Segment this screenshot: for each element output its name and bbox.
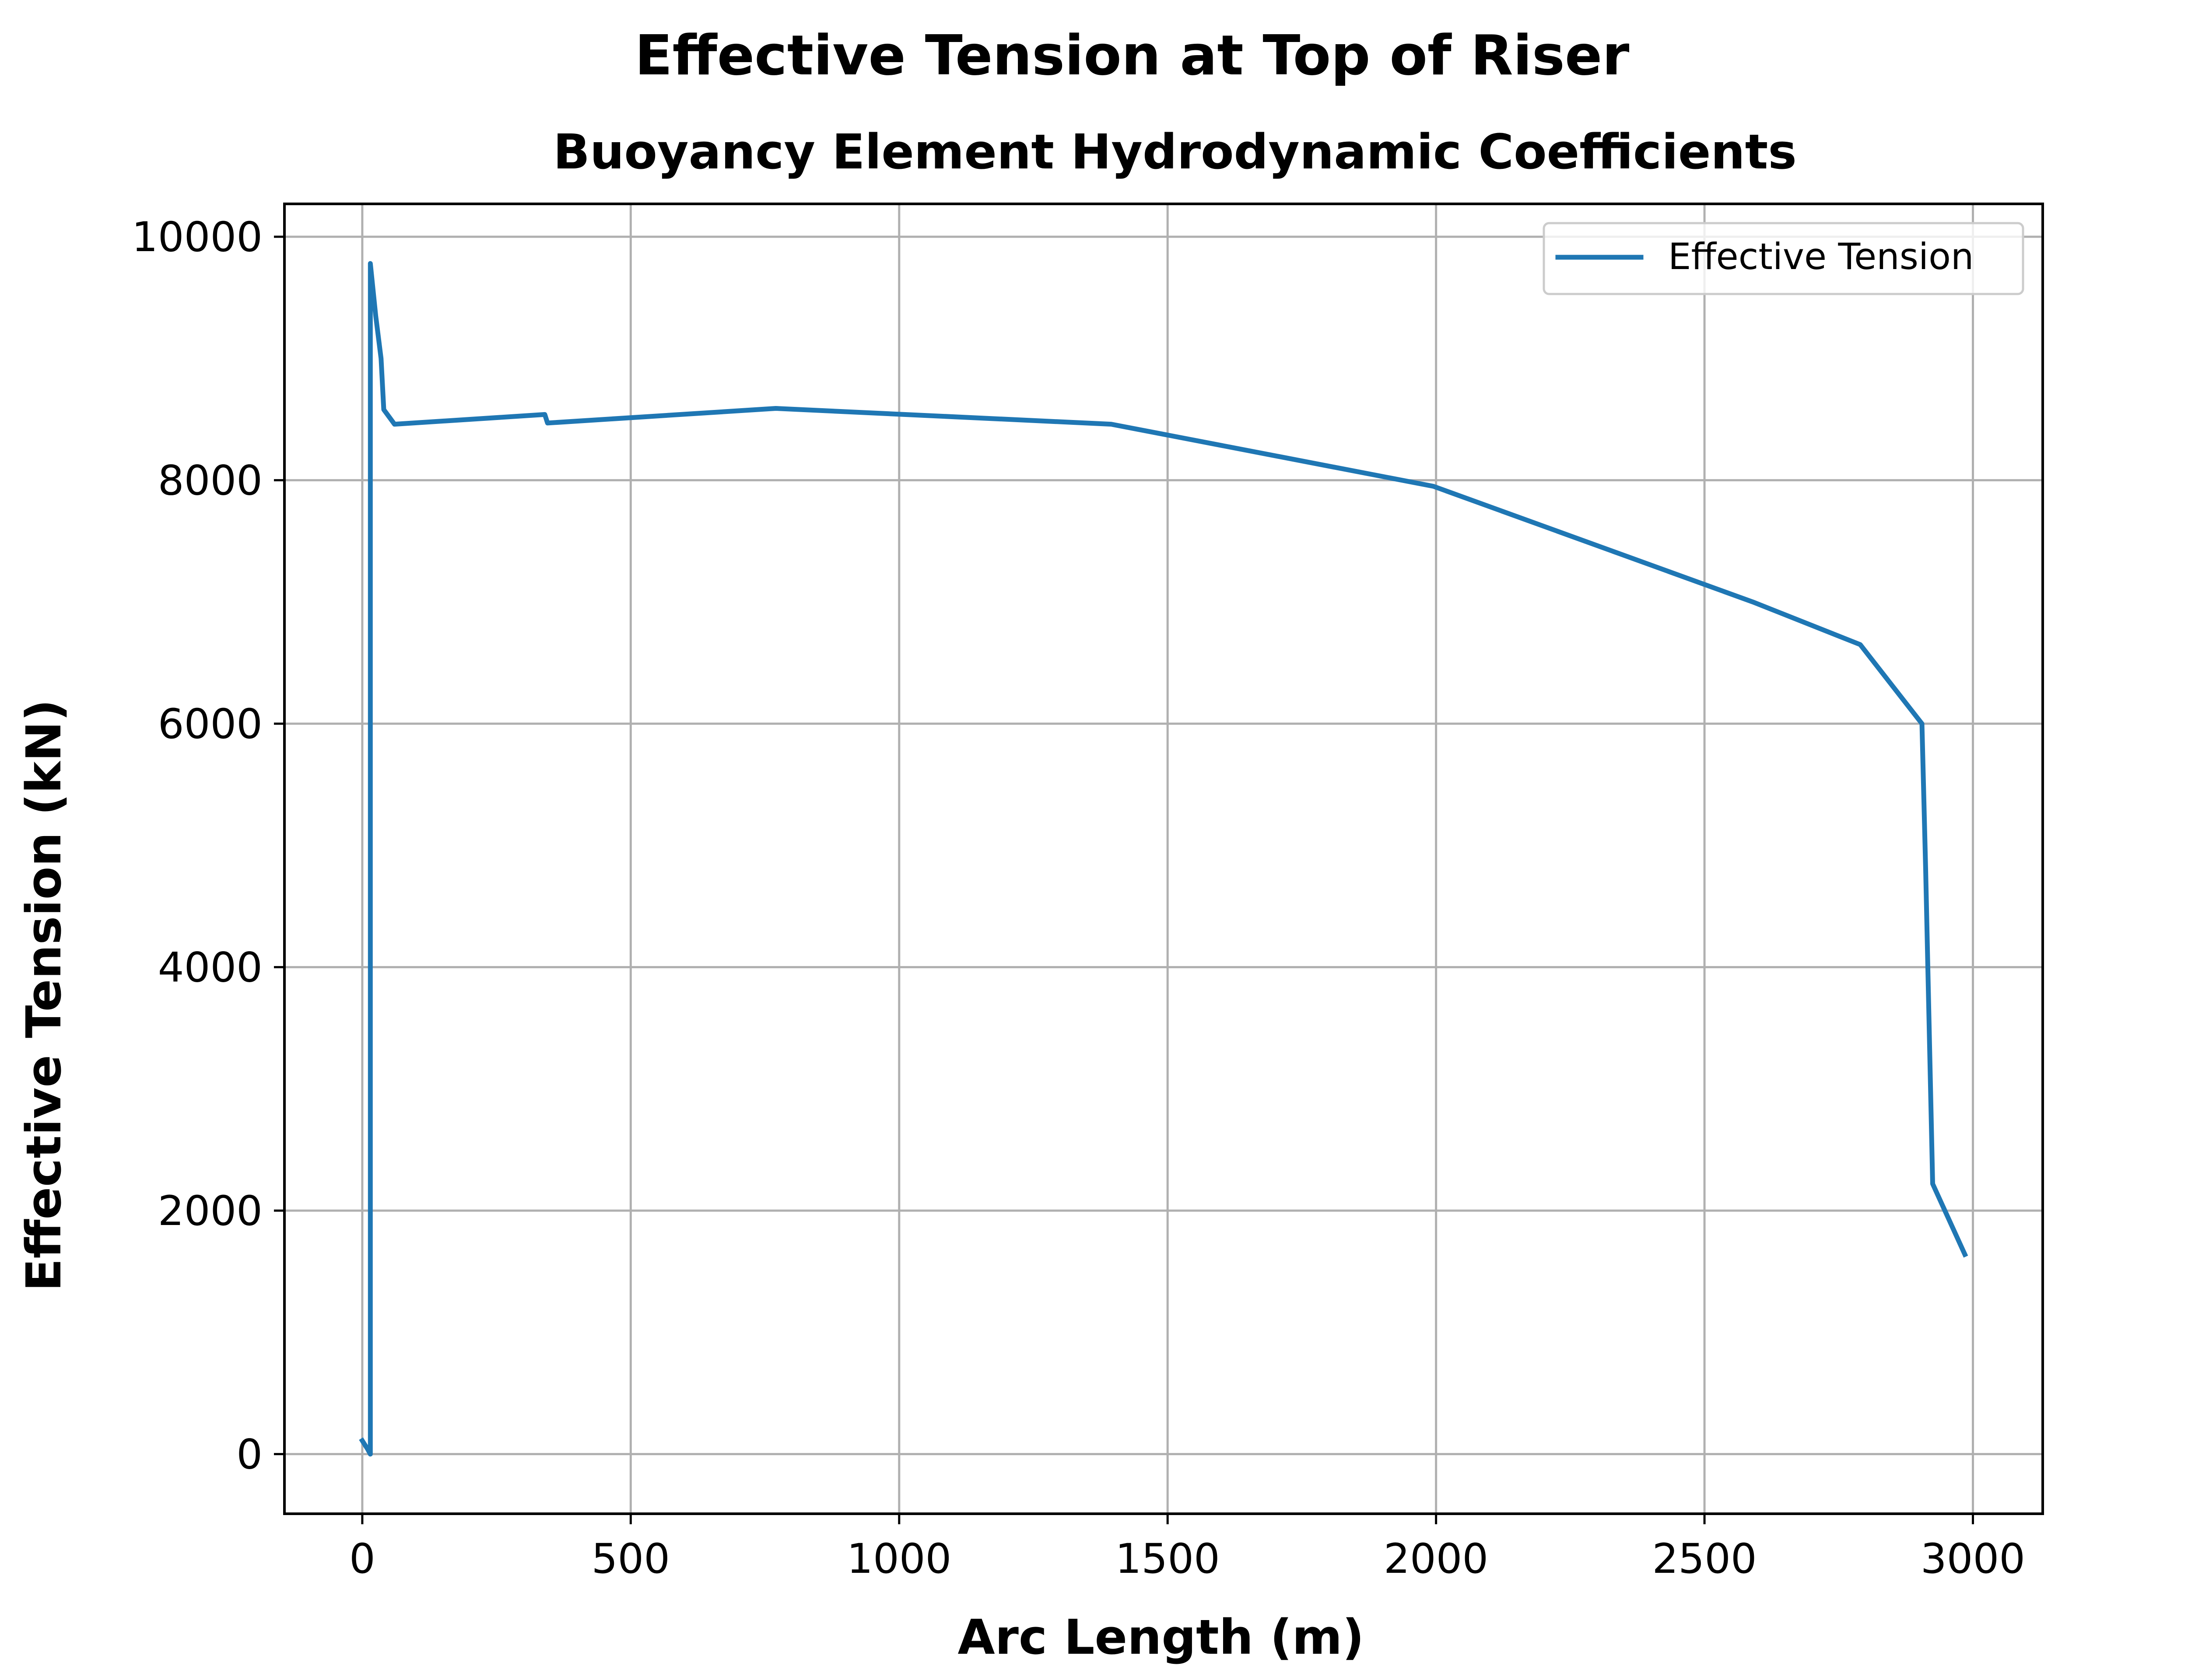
y-tick-label: 10000 bbox=[132, 214, 263, 261]
x-tick-label: 500 bbox=[592, 1535, 670, 1583]
plot-area-frame bbox=[283, 203, 2044, 1515]
x-tick-label: 2500 bbox=[1652, 1535, 1757, 1583]
chart-title: Effective Tension at Top of Riser bbox=[635, 23, 1630, 88]
grid bbox=[284, 204, 2043, 1514]
x-axis-ticks: 0 500 1000 1500 2000 2500 3000 bbox=[349, 1514, 2025, 1583]
y-tick-label: 6000 bbox=[158, 700, 263, 748]
x-tick-label: 0 bbox=[349, 1535, 375, 1583]
series-layer bbox=[359, 261, 1968, 1457]
x-tick-label: 3000 bbox=[1921, 1535, 2025, 1583]
series-line-effective-tension bbox=[359, 261, 1968, 1457]
chart-subtitle: Buoyancy Element Hydrodynamic Coefficien… bbox=[553, 124, 1797, 180]
legend-label: Effective Tension bbox=[1668, 235, 1974, 278]
y-tick-label: 0 bbox=[236, 1431, 263, 1479]
x-tick-label: 2000 bbox=[1384, 1535, 1488, 1583]
y-axis-ticks: 0 2000 4000 6000 8000 10000 bbox=[132, 214, 284, 1479]
y-tick-label: 8000 bbox=[158, 457, 263, 505]
x-tick-label: 1000 bbox=[847, 1535, 951, 1583]
x-tick-label: 1500 bbox=[1115, 1535, 1220, 1583]
x-axis-label: Arc Length (m) bbox=[958, 1609, 1364, 1665]
y-tick-label: 2000 bbox=[158, 1187, 263, 1235]
y-tick-label: 4000 bbox=[158, 944, 263, 992]
legend-box bbox=[1543, 222, 2024, 295]
legend: Effective Tension bbox=[1543, 222, 2024, 295]
y-axis-label: Effective Tension (kN) bbox=[16, 699, 72, 1291]
